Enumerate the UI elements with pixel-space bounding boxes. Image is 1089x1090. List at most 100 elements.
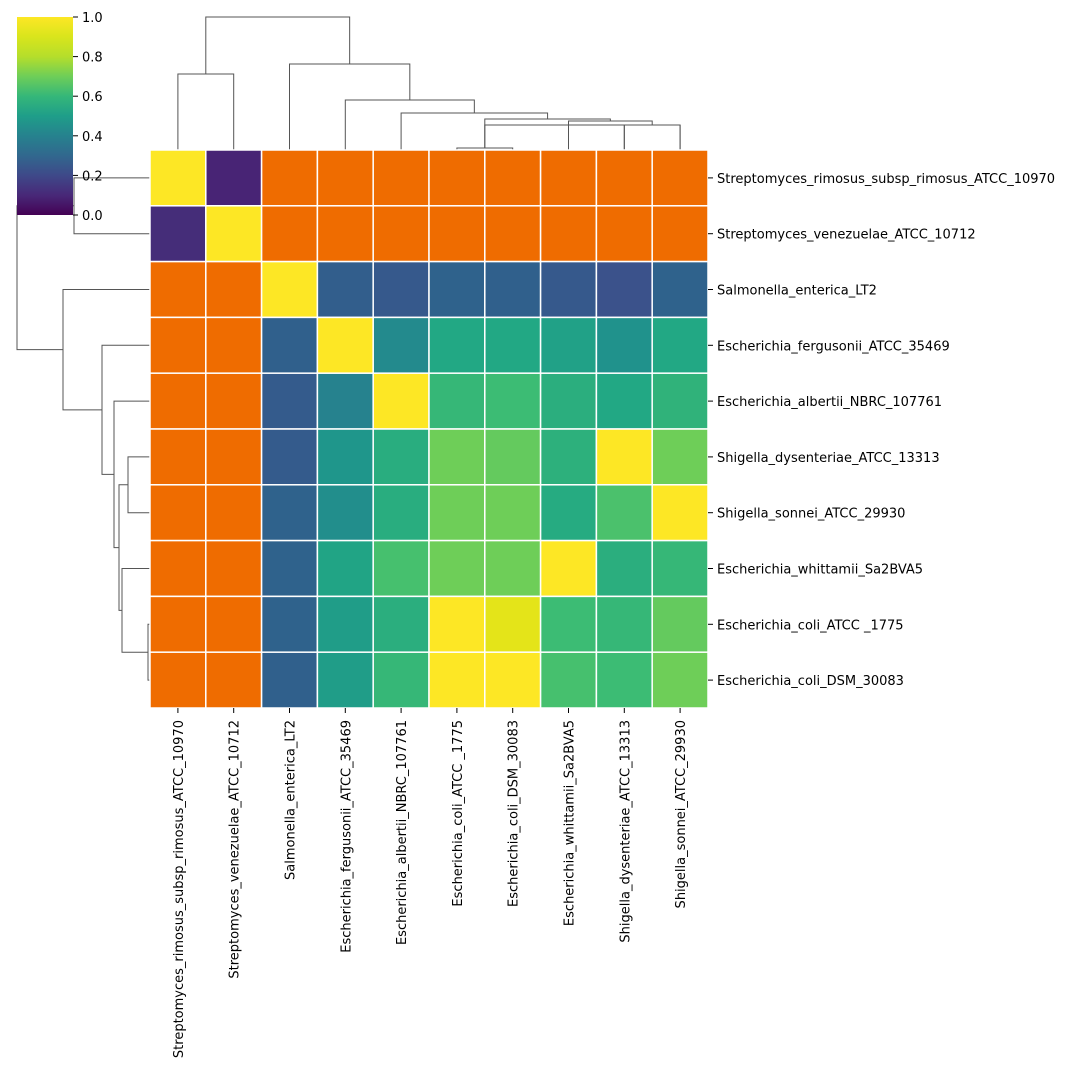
heatmap-cell bbox=[595, 595, 653, 653]
column-label: Streptomyces_venezuelae_ATCC_10712 bbox=[228, 720, 243, 979]
row-label: Escherichia_whittamii_Sa2BVA5 bbox=[717, 563, 923, 578]
row-label: Escherichia_albertii_NBRC_107761 bbox=[717, 395, 942, 410]
heatmap-cell bbox=[539, 428, 598, 486]
row-label: Shigella_dysenteriae_ATCC_13313 bbox=[717, 451, 940, 466]
colorbar-tick-label: 0.8 bbox=[82, 51, 103, 66]
heatmap-cell bbox=[428, 595, 486, 653]
heatmap-cell bbox=[484, 205, 542, 263]
heatmap-cell bbox=[372, 651, 430, 709]
heatmap-cell bbox=[316, 428, 374, 486]
heatmap-cell bbox=[428, 316, 486, 374]
row-labels: Streptomyces_rimosus_subsp_rimosus_ATCC_… bbox=[708, 172, 1055, 689]
dendrogram-link bbox=[623, 124, 681, 150]
heatmap-cell bbox=[428, 428, 486, 486]
heatmap-cell bbox=[149, 484, 207, 542]
dendrogram-link bbox=[205, 16, 351, 74]
column-label: Escherichia_coli_DSM_30083 bbox=[507, 720, 522, 907]
heatmap-cell bbox=[149, 595, 207, 653]
heatmap-cell bbox=[316, 595, 374, 653]
heatmap-cell bbox=[595, 372, 653, 430]
heatmap-cell bbox=[260, 651, 319, 709]
heatmap-cell bbox=[149, 260, 207, 319]
heatmap-cell bbox=[484, 539, 542, 598]
heatmap-cell bbox=[428, 372, 486, 430]
heatmap-cell bbox=[149, 539, 207, 598]
heatmap-cell bbox=[372, 484, 430, 542]
heatmap-cell bbox=[260, 595, 319, 653]
colorbar-ticks: 0.0 0.2 0.4 0.6 0.8 1.0 bbox=[73, 11, 103, 224]
row-label: Escherichia_coli_DSM_30083 bbox=[717, 674, 904, 689]
heatmap-cell bbox=[260, 539, 319, 598]
heatmap-cell bbox=[316, 484, 374, 542]
dendrogram-link bbox=[289, 63, 411, 150]
heatmap-cell bbox=[539, 149, 598, 207]
heatmap-cell bbox=[260, 428, 319, 486]
heatmap-cell bbox=[372, 539, 430, 598]
row-label: Salmonella_enterica_LT2 bbox=[717, 284, 877, 299]
heatmap-cell bbox=[205, 484, 263, 542]
heatmap-cell bbox=[316, 372, 374, 430]
heatmap-cell bbox=[539, 260, 598, 319]
heatmap-cell bbox=[651, 316, 709, 374]
heatmap-cell bbox=[651, 260, 709, 319]
heatmap-cell bbox=[372, 428, 430, 486]
dendrogram-link bbox=[127, 456, 150, 514]
heatmap-cell bbox=[428, 651, 486, 709]
heatmap-cell bbox=[539, 205, 598, 263]
heatmap-cell bbox=[651, 428, 709, 486]
heatmap-cell bbox=[539, 539, 598, 598]
heatmap-cell bbox=[428, 149, 486, 207]
dendrogram-link bbox=[16, 205, 74, 351]
heatmap-cell bbox=[372, 205, 430, 263]
colorbar-tick-label: 0.6 bbox=[82, 90, 103, 105]
heatmap-cell bbox=[205, 539, 263, 598]
heatmap-cell bbox=[372, 372, 430, 430]
heatmap-cell bbox=[595, 428, 653, 486]
heatmap-cell bbox=[205, 149, 263, 207]
heatmap-cell bbox=[149, 149, 207, 207]
dendrogram-link bbox=[118, 484, 128, 611]
column-label: Escherichia_whittamii_Sa2BVA5 bbox=[563, 720, 578, 926]
row-label: Streptomyces_venezuelae_ATCC_10712 bbox=[717, 228, 976, 243]
row-label: Escherichia_fergusonii_ATCC_35469 bbox=[717, 339, 950, 354]
heatmap-cell bbox=[595, 149, 653, 207]
heatmap-cell bbox=[539, 651, 598, 709]
heatmap-cell bbox=[372, 260, 430, 319]
heatmap-cell bbox=[484, 651, 542, 709]
heatmap-cell bbox=[651, 205, 709, 263]
heatmap-cell bbox=[149, 372, 207, 430]
column-label: Escherichia_albertii_NBRC_107761 bbox=[395, 720, 410, 945]
colorbar-tick-label: 0.0 bbox=[82, 209, 103, 224]
column-label: Streptomyces_rimosus_subsp_rimosus_ATCC_… bbox=[172, 720, 187, 1058]
column-labels: Streptomyces_rimosus_subsp_rimosus_ATCC_… bbox=[172, 708, 689, 1058]
colorbar-gradient bbox=[17, 17, 73, 215]
heatmap-cell bbox=[205, 316, 263, 374]
heatmap-cell bbox=[428, 205, 486, 263]
heatmap-cell bbox=[595, 260, 653, 319]
heatmap-cell bbox=[260, 372, 319, 430]
heatmap-cell bbox=[316, 205, 374, 263]
dendrogram-link bbox=[344, 99, 475, 150]
heatmap-cell bbox=[149, 316, 207, 374]
heatmap-cell bbox=[484, 484, 542, 542]
heatmap-cell bbox=[651, 595, 709, 653]
row-label: Escherichia_coli_ATCC _1775 bbox=[717, 618, 904, 633]
heatmap-cell bbox=[595, 539, 653, 598]
heatmap-cell bbox=[484, 372, 542, 430]
heatmap-cell bbox=[484, 149, 542, 207]
heatmap-cell bbox=[484, 316, 542, 374]
heatmap-cell bbox=[484, 260, 542, 319]
heatmap-cell bbox=[372, 149, 430, 207]
column-label: Shigella_sonnei_ATCC_29930 bbox=[674, 720, 689, 908]
heatmap-cell bbox=[260, 484, 319, 542]
heatmap-cell bbox=[205, 205, 263, 263]
heatmap-cell bbox=[205, 595, 263, 653]
colorbar-tick-label: 0.4 bbox=[82, 130, 103, 145]
heatmap-cell bbox=[428, 539, 486, 598]
heatmap-cell bbox=[428, 260, 486, 319]
row-dendrogram bbox=[16, 177, 150, 681]
dendrogram-link bbox=[121, 568, 150, 653]
heatmap-cell bbox=[205, 651, 263, 709]
heatmap-cell bbox=[149, 428, 207, 486]
